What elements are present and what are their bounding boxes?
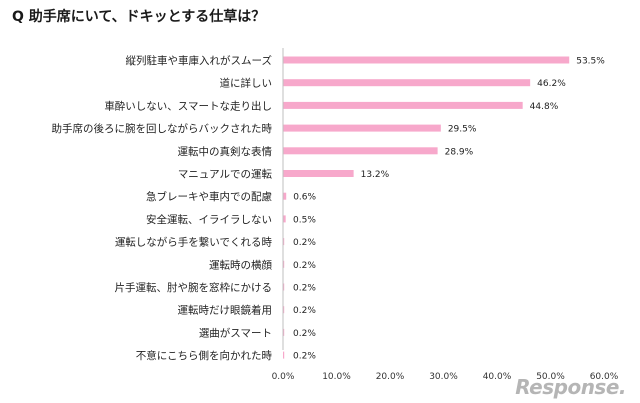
category-label: 車酔いしない、スマートな走り出し [104,99,272,112]
data-label: 0.2% [293,261,316,271]
category-label: 運転中の真剣な表情 [178,145,273,158]
data-label: 0.2% [293,329,316,339]
data-label: 0.5% [293,215,316,225]
x-tick-label: 60.0% [590,372,619,382]
watermark-logo: Response. [515,375,626,399]
category-label: 不意にこちら側を向かれた時 [136,349,273,362]
x-tick-label: 30.0% [429,372,458,382]
category-label: 運転しながら手を繋いでくれる時 [115,236,273,249]
bar [283,101,523,109]
bar [283,192,287,200]
category-labels-group: 縦列駐車や車庫入れがスムーズ道に詳しい車酔いしない、スマートな走り出し助手席の後… [52,54,273,362]
data-label: 28.9% [445,147,474,157]
bars-group [283,56,570,359]
x-tick-label: 50.0% [536,372,565,382]
data-label: 0.2% [293,284,316,294]
bar [283,351,285,359]
bar [283,170,354,177]
category-label: 縦列駐車や車庫入れがスムーズ [126,54,272,67]
bar [283,124,441,132]
bar [283,56,570,64]
bar [283,283,285,291]
data-label: 46.2% [537,79,566,89]
x-axis: 0.0% 10.0% 20.0% 30.0% 40.0% 50.0% 60.0% [272,48,619,382]
data-label: 13.2% [361,170,390,180]
data-label: 29.5% [448,125,477,135]
category-label: 安全運転、イライラしない [146,213,272,226]
category-label: 助手席の後ろに腕を回しながらバックされた時 [52,122,273,135]
category-label: 道に詳しい [220,77,273,90]
bar [283,79,531,87]
bar [283,147,438,155]
category-label: 運転時の横顔 [209,258,272,271]
chart-title: Q 助手席にいて、ドキッとする仕草は？ [12,9,266,25]
bar [283,215,286,223]
category-label: 選曲がスマート [199,326,272,339]
data-label: 53.5% [576,57,605,67]
data-label: 0.6% [293,193,316,203]
value-labels-group: 53.5% 46.2% 44.8% 29.5% 28.9% 13.2% 0.6% 0.5% 0.… [293,57,605,362]
x-tick-label: 0.0% [272,372,295,382]
bar [283,260,285,268]
category-label: 運転時だけ眼鏡着用 [178,304,273,317]
data-label: 0.2% [293,352,316,362]
data-label: 44.8% [530,102,559,112]
category-label: 急ブレーキや車内での配慮 [146,190,272,203]
data-label: 0.2% [293,306,316,316]
x-tick-label: 40.0% [483,372,512,382]
category-label: 片手運転、肘や腕を窓枠にかける [115,281,273,294]
x-tick-label: 10.0% [322,372,351,382]
data-label: 0.2% [293,238,316,248]
bar [283,238,285,246]
category-label: マニュアルでの運転 [178,169,273,181]
bar [283,328,285,336]
bar [283,306,285,314]
x-tick-label: 20.0% [376,372,405,382]
